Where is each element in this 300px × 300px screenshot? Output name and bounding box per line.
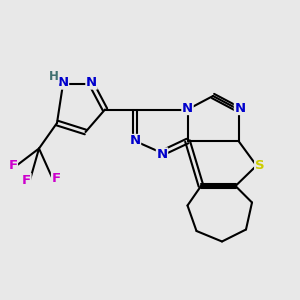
Text: F: F <box>8 159 17 172</box>
Text: S: S <box>255 159 264 172</box>
Text: N: N <box>86 76 97 89</box>
Text: F: F <box>22 173 31 187</box>
Text: N: N <box>182 101 193 115</box>
Text: N: N <box>234 101 246 115</box>
Text: N: N <box>57 76 69 89</box>
Text: F: F <box>52 172 61 185</box>
Text: N: N <box>156 148 168 161</box>
Text: N: N <box>129 134 141 148</box>
Text: H: H <box>49 70 59 83</box>
